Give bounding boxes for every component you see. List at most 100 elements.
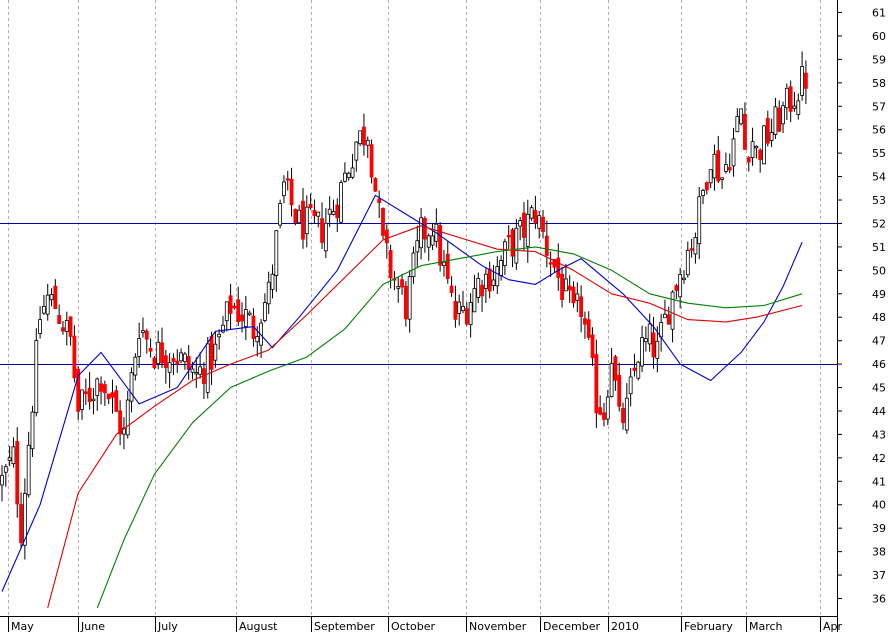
candle [495, 256, 500, 294]
candle-body-up [156, 341, 161, 364]
candle [224, 301, 229, 332]
candle-body-down [228, 295, 233, 314]
y-tick-label: 48 [872, 311, 886, 324]
candle [613, 354, 618, 391]
candle-body-down [15, 441, 20, 505]
candle [461, 290, 465, 314]
candle-body-down [704, 182, 709, 191]
candle-body-down [617, 374, 622, 407]
candle-body-up [697, 196, 702, 245]
moving-average-line-2 [96, 246, 803, 609]
candle [186, 345, 191, 380]
candle-body-down [369, 144, 374, 178]
candle-body-down [579, 296, 584, 318]
y-tick-label: 37 [872, 569, 886, 582]
candle-body-up [678, 274, 683, 298]
candle [167, 353, 172, 389]
candle [99, 376, 103, 405]
candle-body-down [598, 407, 603, 415]
y-tick-label: 55 [872, 147, 886, 160]
candle [137, 322, 142, 368]
candle [426, 233, 431, 261]
y-tick-label: 50 [872, 264, 886, 277]
candle-body-down [560, 273, 564, 301]
candle-body-up [304, 206, 309, 235]
candle [647, 313, 652, 352]
candle [689, 238, 694, 258]
candle [384, 224, 389, 259]
candle-body-down [758, 149, 763, 160]
candle [541, 209, 545, 239]
candle [49, 288, 54, 307]
candle [533, 195, 538, 229]
candle-body-up [278, 203, 283, 226]
candle-body-up [49, 294, 54, 301]
candle-body-down [118, 410, 123, 435]
candle-body-up [42, 306, 46, 314]
candle-body-up [430, 235, 435, 246]
candle [304, 195, 309, 248]
candle [411, 246, 416, 284]
candle-body-down [99, 383, 103, 392]
candle [217, 329, 222, 350]
candle [628, 368, 633, 407]
candle-body-up [525, 213, 530, 247]
candle [682, 270, 686, 284]
candle-body-down [743, 113, 747, 150]
candle-body-down [571, 286, 576, 304]
candle-body-up [342, 172, 347, 182]
candle [442, 249, 446, 277]
candle [579, 285, 584, 333]
candle-body-up [91, 398, 96, 402]
candle-body-up [720, 177, 724, 180]
candle [3, 463, 8, 487]
candle [590, 327, 595, 366]
candle [282, 175, 286, 204]
candle-body-down [175, 360, 180, 365]
candle-body-up [472, 288, 477, 313]
candle-body-down [152, 357, 157, 368]
candle-body-up [563, 278, 568, 292]
candle-body-up [34, 340, 39, 414]
candle-body-down [445, 253, 450, 279]
candle-body-up [129, 372, 134, 402]
candle-body-down [765, 118, 770, 144]
candle [175, 349, 180, 373]
candle [34, 328, 39, 417]
candle [163, 349, 168, 384]
x-tick-label: 2010 [611, 620, 639, 632]
candle-body-down [110, 392, 115, 398]
candle [400, 273, 404, 295]
candle [19, 492, 23, 549]
y-tick-label: 57 [872, 100, 886, 113]
candle-body-down [594, 354, 599, 414]
candle [788, 80, 793, 123]
candle-body-down [171, 357, 176, 363]
candle-body-up [167, 362, 172, 373]
candle-body-up [213, 343, 218, 361]
candle [708, 169, 713, 189]
candle-body-up [194, 372, 199, 375]
candle-body-down [613, 356, 618, 381]
candle-body-down [453, 300, 458, 320]
candle [377, 190, 382, 218]
candle-body-down [449, 285, 454, 293]
candle [323, 208, 328, 258]
candle-body-up [0, 475, 4, 486]
candle [144, 328, 149, 354]
candle [468, 293, 473, 338]
candle [365, 136, 370, 158]
candle-body-down [567, 285, 572, 291]
candle-body-up [350, 167, 355, 178]
candle [312, 199, 317, 224]
candle-body-up [11, 446, 16, 465]
candle-body-up [609, 362, 614, 397]
candle [735, 108, 740, 133]
y-tick-label: 58 [872, 77, 886, 90]
candle-body-down [373, 178, 378, 192]
candle-body-up [282, 181, 286, 196]
x-tick-label: May [11, 620, 34, 632]
y-tick-label: 39 [872, 522, 886, 535]
candle-body-up [3, 466, 8, 473]
candle-body-down [106, 393, 111, 400]
